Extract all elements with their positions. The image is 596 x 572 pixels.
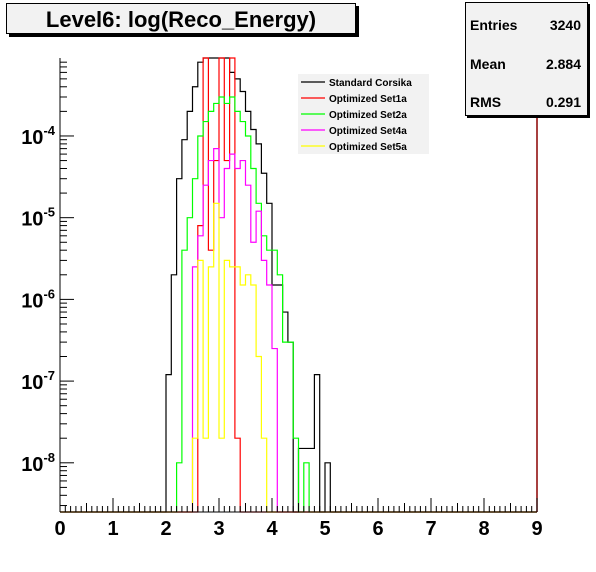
x-tick-label: 5 [319,518,330,540]
y-tick-label: 10-6 [21,286,55,312]
series-line-1 [60,57,537,513]
series-line-5 [60,202,537,513]
y-tick-label: 10-4 [21,123,56,149]
stats-value: 2.884 [545,56,581,72]
x-tick-label: 6 [372,518,383,540]
y-tick-label: 10-8 [21,450,55,476]
chart-title: Level6: log(Reco_Energy) [45,7,317,32]
legend-label: Optimized Set4a [329,126,407,137]
x-tick-label: 2 [160,518,171,540]
series-layer [60,57,537,513]
stats-value: 0.291 [545,94,581,110]
stats-label: Mean [470,56,506,72]
x-tick-label: 0 [54,518,65,540]
series-line-4 [60,148,537,513]
stats-label: Entries [470,17,518,33]
x-tick-label: 4 [266,518,278,540]
y-axis: 10-8 10-7 10-6 10-5 10-4 [21,61,74,507]
series-line-3 [60,96,537,513]
y-tick-label: 10-5 [21,205,55,231]
x-axis: 0 1 2 3 4 5 6 7 8 9 [54,498,543,540]
legend-label: Optimized Set5a [329,142,407,153]
stats-label: RMS [470,94,502,110]
legend-label: Standard Corsika [329,78,412,89]
stats-row-mean: Mean 2.884 [470,54,581,74]
legend-label: Optimized Set1a [329,94,407,105]
stats-row-rms: RMS 0.291 [470,92,581,112]
y-tick-label: 10-7 [21,368,55,394]
x-tick-label: 3 [213,518,224,540]
stats-value: 3240 [549,17,581,33]
x-tick-label: 9 [531,518,542,540]
stats-box: Entries 3240 Mean 2.884 RMS 0.291 [465,2,588,116]
x-tick-label: 1 [107,518,118,540]
x-tick-label: 8 [478,518,489,540]
title-box: Level6: log(Reco_Energy) [6,3,356,34]
legend-label: Optimized Set2a [329,110,407,121]
legend: Standard Corsika Optimized Set1a Optimized… [298,74,429,154]
stats-row-entries: Entries 3240 [470,15,581,35]
x-tick-label: 7 [425,518,436,540]
